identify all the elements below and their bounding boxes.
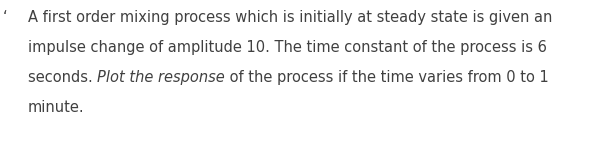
Text: ‘: ‘ — [3, 10, 8, 25]
Text: A first order mixing process which is initially at steady state is given an: A first order mixing process which is in… — [28, 10, 553, 25]
Text: minute.: minute. — [28, 100, 85, 115]
Text: impulse change of amplitude 10. The time constant of the process is 6: impulse change of amplitude 10. The time… — [28, 40, 547, 55]
Text: Plot the response: Plot the response — [98, 70, 225, 85]
Text: seconds.: seconds. — [28, 70, 98, 85]
Text: of the process if the time varies from 0 to 1: of the process if the time varies from 0… — [225, 70, 549, 85]
